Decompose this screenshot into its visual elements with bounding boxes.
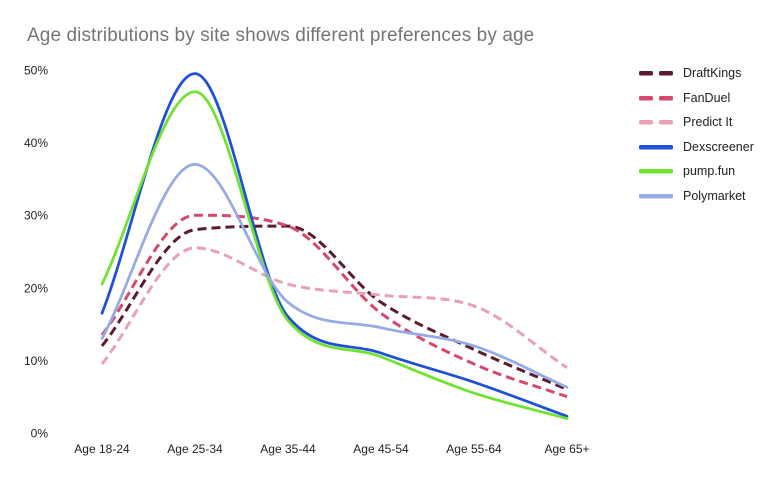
series-line-predict-it [100,246,568,369]
legend-label: Predict It [683,115,733,130]
legend-label: Dexscreener [683,139,754,154]
series-line-fanduel [100,213,568,399]
series-line-dexscreener [100,72,569,418]
legend-item-dexscreener: Dexscreener [639,135,754,160]
y-axis-tick-label: 50% [24,64,48,78]
y-axis-tick-label: 40% [24,136,48,150]
legend-swatch-dashed-line [639,120,673,125]
legend-swatch-dashed-line [639,95,673,101]
legend-swatch-solid-line [639,144,673,150]
x-axis-category-label: Age 65+ [544,442,589,456]
y-axis-tick-label: 10% [24,354,48,368]
y-axis-tick-label: 20% [24,281,48,295]
legend-label: Polymarket [683,188,746,203]
series-line-polymarket [100,163,569,389]
legend-swatch-solid-line [639,169,673,174]
legend-label: pump.fun [683,164,736,179]
legend-item-pump-fun: pump.fun [639,159,754,184]
series-line-pump-fun [100,90,569,420]
chart-legend: DraftKings FanDuel Predict It Dexscreener pu… [639,61,754,208]
legend-swatch-solid-line [639,193,673,199]
x-axis-category-label: Age 18-24 [74,442,130,456]
y-axis-tick-label: 0% [31,427,49,441]
x-axis-category-label: Age 35-44 [260,442,316,456]
series-line-draftkings [100,224,568,391]
legend-item-fanduel: FanDuel [639,86,754,111]
legend-swatch-dashed-line [639,71,673,76]
legend-item-polymarket: Polymarket [639,184,754,209]
legend-label: DraftKings [683,66,742,81]
x-axis-category-label: Age 55-64 [446,442,502,456]
legend-item-predict-it: Predict It [639,110,754,135]
x-axis-category-label: Age 25-34 [167,442,223,456]
legend-label: FanDuel [683,90,731,105]
x-axis-category-label: Age 45-54 [353,442,409,456]
chart-title: Age distributions by site shows differen… [27,25,535,46]
legend-item-draftkings: DraftKings [639,61,754,86]
y-axis-tick-label: 30% [24,209,48,223]
